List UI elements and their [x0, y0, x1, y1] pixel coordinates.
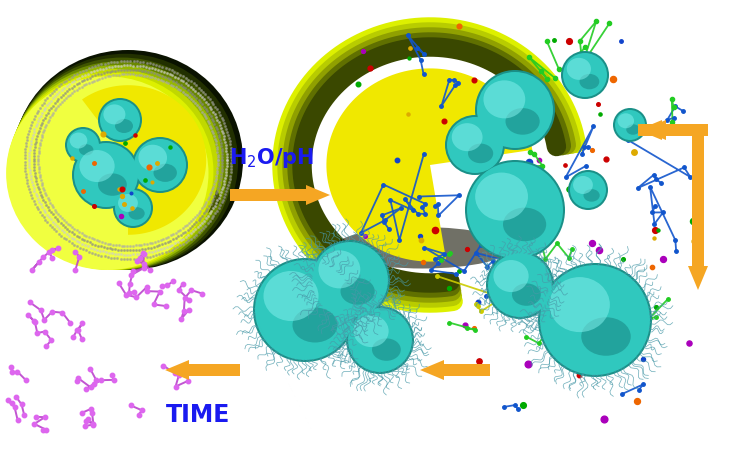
Ellipse shape [348, 308, 412, 372]
Ellipse shape [79, 144, 93, 155]
Ellipse shape [98, 98, 142, 142]
Ellipse shape [568, 170, 608, 210]
Ellipse shape [567, 58, 591, 80]
Ellipse shape [113, 188, 153, 228]
Ellipse shape [503, 207, 546, 241]
Ellipse shape [494, 260, 528, 292]
Ellipse shape [468, 144, 494, 163]
Ellipse shape [475, 70, 555, 150]
Ellipse shape [255, 260, 355, 360]
Ellipse shape [341, 278, 375, 305]
Ellipse shape [72, 141, 140, 209]
Ellipse shape [353, 315, 388, 347]
Ellipse shape [100, 100, 140, 140]
Ellipse shape [65, 127, 101, 163]
Ellipse shape [9, 65, 223, 270]
Ellipse shape [253, 258, 357, 362]
Ellipse shape [477, 72, 553, 148]
Ellipse shape [452, 123, 482, 151]
Ellipse shape [488, 253, 552, 317]
Ellipse shape [118, 194, 138, 212]
Ellipse shape [346, 306, 414, 374]
Text: TIME: TIME [166, 403, 230, 427]
Ellipse shape [583, 189, 599, 202]
Polygon shape [327, 68, 532, 261]
FancyArrow shape [420, 360, 490, 380]
Ellipse shape [264, 271, 319, 321]
Ellipse shape [570, 172, 606, 208]
Bar [640, 124, 704, 136]
FancyArrow shape [688, 130, 708, 290]
Ellipse shape [613, 108, 647, 142]
Ellipse shape [333, 227, 511, 269]
Ellipse shape [563, 53, 607, 97]
FancyArrow shape [642, 120, 666, 140]
Ellipse shape [153, 164, 177, 182]
Ellipse shape [319, 250, 360, 288]
Ellipse shape [475, 172, 528, 220]
Ellipse shape [538, 263, 652, 377]
Ellipse shape [447, 117, 503, 173]
Bar [638, 124, 708, 136]
Ellipse shape [561, 51, 609, 99]
Ellipse shape [134, 139, 186, 191]
Text: H$_2$O/pH: H$_2$O/pH [229, 146, 315, 170]
Ellipse shape [6, 76, 208, 270]
Ellipse shape [505, 108, 539, 135]
Ellipse shape [128, 207, 144, 220]
Ellipse shape [70, 132, 87, 148]
Ellipse shape [115, 119, 133, 133]
FancyArrow shape [638, 120, 662, 140]
Ellipse shape [8, 69, 219, 270]
Ellipse shape [312, 242, 388, 318]
Ellipse shape [465, 160, 565, 260]
Ellipse shape [372, 338, 401, 361]
Ellipse shape [310, 240, 390, 320]
Ellipse shape [579, 74, 599, 89]
Ellipse shape [581, 317, 631, 356]
Polygon shape [82, 85, 206, 235]
Ellipse shape [67, 129, 99, 161]
Ellipse shape [467, 162, 563, 258]
Ellipse shape [13, 50, 243, 270]
Ellipse shape [104, 104, 125, 124]
FancyArrow shape [165, 360, 240, 380]
Ellipse shape [486, 251, 554, 319]
Ellipse shape [139, 145, 167, 171]
Ellipse shape [115, 190, 151, 226]
FancyArrow shape [230, 185, 330, 205]
Ellipse shape [549, 277, 610, 332]
Ellipse shape [615, 110, 645, 140]
Ellipse shape [12, 54, 238, 270]
Ellipse shape [573, 176, 593, 194]
Ellipse shape [11, 58, 233, 270]
Ellipse shape [59, 171, 220, 226]
Ellipse shape [445, 115, 505, 175]
Ellipse shape [74, 143, 138, 207]
Ellipse shape [293, 307, 337, 342]
Ellipse shape [617, 113, 634, 128]
Ellipse shape [7, 72, 213, 270]
Ellipse shape [483, 81, 525, 118]
Ellipse shape [132, 137, 188, 193]
Ellipse shape [79, 150, 115, 182]
Ellipse shape [540, 265, 650, 375]
Ellipse shape [626, 124, 639, 135]
Ellipse shape [512, 284, 541, 306]
Ellipse shape [10, 61, 228, 270]
Ellipse shape [98, 173, 127, 196]
